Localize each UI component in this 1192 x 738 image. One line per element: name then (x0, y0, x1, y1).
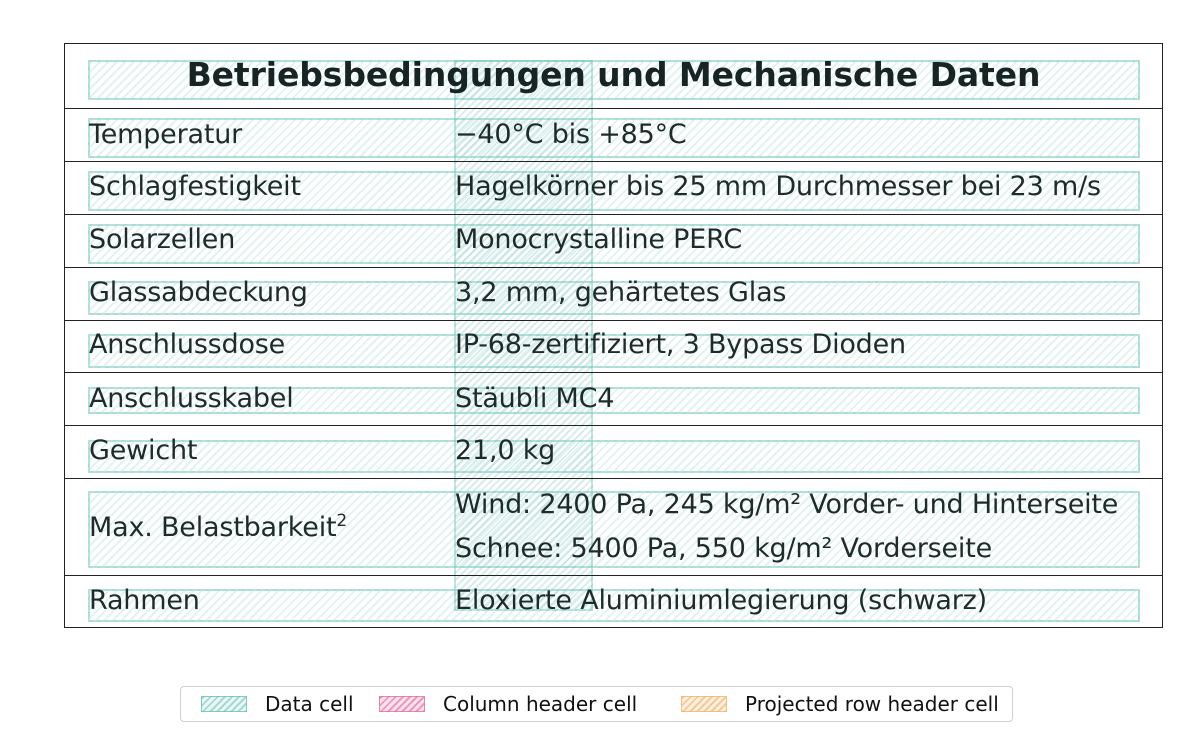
legend-item-data-cell: Data cell (201, 687, 354, 721)
row-value-line-1: Wind: 2400 Pa, 245 kg/m² Vorder- und Hin… (455, 489, 1119, 520)
row-value: Hagelkörner bis 25 mm Durchmesser bei 23… (455, 171, 1101, 202)
table-row: Rahmen Eloxierte Aluminiumlegierung (sch… (65, 575, 1162, 628)
legend-item-projected-row-header-cell: Projected row header cell (681, 687, 999, 721)
row-label: Solarzellen (89, 224, 236, 255)
legend-label: Column header cell (443, 692, 638, 716)
row-cell (88, 440, 1140, 473)
title-cell (88, 60, 1140, 100)
row-value: IP-68-zertifiziert, 3 Bypass Dioden (455, 329, 906, 360)
table-row: Gewicht 21,0 kg (65, 425, 1162, 478)
data-cell-swatch (201, 696, 247, 712)
footnote-marker: 2 (336, 511, 348, 531)
legend-label: Projected row header cell (745, 692, 999, 716)
row-cell (88, 589, 1140, 622)
row-value: Monocrystalline PERC (455, 224, 742, 255)
table-row: Schlagfestigkeit Hagelkörner bis 25 mm D… (65, 161, 1162, 214)
row-cell (88, 118, 1140, 158)
row-label: Anschlusskabel (89, 383, 294, 414)
row-label: Max. Belastbarkeit2 (89, 511, 347, 543)
row-label: Temperatur (89, 119, 243, 150)
row-cell (88, 387, 1140, 414)
row-cell (88, 171, 1140, 211)
table-row: Solarzellen Monocrystalline PERC (65, 214, 1162, 267)
legend-item-column-header-cell: Column header cell (379, 687, 637, 721)
title-row: Betriebsbedingungen und Mechanische Date… (65, 44, 1162, 108)
row-value-line-2: Schnee: 5400 Pa, 550 kg/m² Vorderseite (455, 533, 993, 564)
row-value: 21,0 kg (455, 435, 556, 466)
table-row: Glassabdeckung 3,2 mm, gehärtetes Glas (65, 267, 1162, 320)
table-row: Anschlusskabel Stäubli MC4 (65, 372, 1162, 425)
row-label: Gewicht (89, 435, 198, 466)
row-value: Eloxierte Aluminiumlegierung (schwarz) (455, 585, 987, 616)
legend: Data cell Column header cell Projected r… (180, 686, 1013, 722)
projected-row-header-swatch (681, 696, 727, 712)
table-row: Anschlussdose IP-68-zertifiziert, 3 Bypa… (65, 320, 1162, 372)
row-label-text: Max. Belastbarkeit (89, 512, 337, 543)
row-label: Rahmen (89, 585, 200, 616)
row-value: Stäubli MC4 (455, 383, 615, 414)
row-cell (88, 224, 1140, 264)
row-label: Glassabdeckung (89, 277, 308, 308)
row-value: 3,2 mm, gehärtetes Glas (455, 277, 787, 308)
column-header-swatch (379, 696, 425, 712)
row-value: −40°C bis +85°C (455, 119, 687, 150)
table-row: Max. Belastbarkeit2 Wind: 2400 Pa, 245 k… (65, 478, 1162, 575)
row-cell (88, 334, 1140, 368)
legend-label: Data cell (265, 692, 354, 716)
row-label: Anschlussdose (89, 329, 286, 360)
row-label: Schlagfestigkeit (89, 171, 301, 202)
table-row: Temperatur −40°C bis +85°C (65, 108, 1162, 161)
row-cell (88, 491, 1140, 568)
row-cell (88, 281, 1140, 315)
spec-table: Betriebsbedingungen und Mechanische Date… (64, 43, 1163, 628)
table-title: Betriebsbedingungen und Mechanische Date… (186, 55, 1041, 94)
